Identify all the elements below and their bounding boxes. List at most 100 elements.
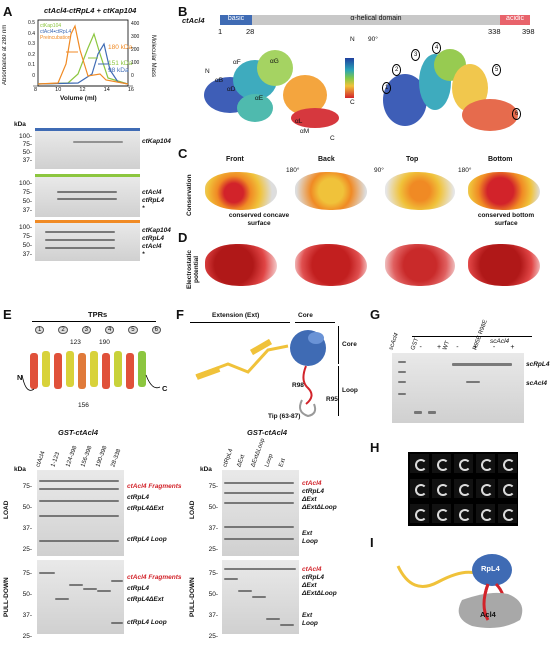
tick: 400 bbox=[131, 21, 140, 27]
rotation-label: 90° bbox=[368, 36, 378, 43]
residue-label: R98 bbox=[292, 382, 304, 389]
gel-load-left bbox=[37, 470, 124, 556]
panel-i-label: I bbox=[370, 535, 374, 550]
panel-a-title: ctAcl4-ctRpL4 + ctKap104 bbox=[44, 6, 137, 15]
ribbon-right bbox=[383, 49, 518, 131]
pulldown-label: PULL-DOWN bbox=[3, 577, 10, 618]
pm-row: - + - + - + bbox=[419, 344, 515, 351]
panel-f-label: F bbox=[176, 307, 184, 322]
gel-pulldown-right bbox=[222, 560, 299, 634]
electro-front bbox=[205, 244, 277, 286]
tick: 100 bbox=[131, 60, 140, 66]
gel-band-labels: ctKap104 ctRpL4 ctAcl4 * bbox=[142, 227, 171, 258]
gel-labels-right-bot: ctAcl4 ctRpL4 ΔExt ΔExtΔLoop Ext Loop bbox=[302, 566, 337, 627]
tick: 0.4 bbox=[28, 30, 35, 37]
gel-labels-left-top: ctAcl4 Fragments ctRpL4 ctRpL4ΔExt ctRpL… bbox=[127, 483, 182, 543]
annotation: conserved concave surface bbox=[228, 212, 290, 227]
loop-bracket: Loop bbox=[338, 366, 358, 416]
domain-helical: α-helical domain bbox=[252, 15, 500, 25]
legend-item: ctKap104 bbox=[40, 23, 62, 29]
cut-label: 156 bbox=[78, 402, 89, 409]
helix-label: αG bbox=[270, 58, 279, 65]
domain-basic: basic bbox=[220, 15, 252, 25]
sec-structure bbox=[204, 49, 518, 131]
load-label: LOAD bbox=[3, 500, 10, 520]
tick: 0.5 bbox=[28, 20, 35, 26]
y-axis-left-label: Absorbance at 280 nm bbox=[2, 24, 8, 86]
rotation-label: 180° bbox=[458, 167, 472, 174]
helix-label: C bbox=[330, 135, 335, 142]
ext-label: Extension (Ext) bbox=[212, 312, 260, 319]
tprs-label: TPRs bbox=[88, 310, 108, 319]
tick: 200 bbox=[131, 47, 140, 53]
panel-e-label: E bbox=[3, 307, 12, 322]
surface-top bbox=[385, 172, 455, 210]
gel-g bbox=[392, 353, 524, 423]
gel-markers: 75- 50- 37- 25- bbox=[22, 570, 32, 640]
gel-color-strip bbox=[35, 128, 140, 131]
tpr-cylinders bbox=[21, 351, 161, 391]
trace-complex bbox=[37, 42, 129, 85]
surface-bottom bbox=[468, 172, 540, 210]
n-term: N bbox=[17, 373, 23, 382]
legend-item: ctAcl4•ctRpL4 bbox=[40, 29, 72, 35]
gel-load-right bbox=[222, 470, 299, 556]
mw-label: 98 kDa bbox=[108, 67, 129, 74]
gel-title: GST-ctAcl4 bbox=[58, 428, 99, 437]
tick: 0.3 bbox=[28, 41, 35, 47]
x-ticks: 8 10 12 14 16 bbox=[34, 87, 134, 93]
panel-h-label: H bbox=[370, 440, 380, 455]
rotation-label: 90° bbox=[374, 167, 384, 174]
gel-markers: 75- 50- 37- 25- bbox=[208, 483, 218, 553]
tick: 12 bbox=[79, 87, 86, 93]
mw-label: 151 kDa bbox=[108, 60, 133, 67]
cut-label: 190 bbox=[99, 339, 110, 346]
row-label: Conservation bbox=[186, 174, 193, 216]
ribbon-left bbox=[204, 50, 339, 128]
pos-label: 338 bbox=[488, 27, 501, 36]
gel-markers: 100- 75- 50- 37- bbox=[18, 224, 32, 258]
gel-color-strip bbox=[35, 174, 140, 177]
x-axis-label: Volume (ml) bbox=[60, 95, 97, 102]
pulldown-label: PULL-DOWN bbox=[189, 577, 196, 618]
view-label: Bottom bbox=[488, 156, 513, 163]
rotation-label: 180° bbox=[286, 167, 300, 174]
panel-c-label: C bbox=[178, 146, 188, 161]
gel-labels-left-bot: ctAcl4 Fragments ctRpL4 ctRpL4ΔExt ctRpL… bbox=[127, 574, 182, 626]
panel-g-label: G bbox=[370, 307, 381, 322]
legend-item: Preincubation bbox=[40, 35, 71, 41]
em-class-averages bbox=[408, 452, 518, 526]
surface-front bbox=[205, 172, 277, 210]
kda-label: kDa bbox=[200, 466, 212, 473]
tick: 0 bbox=[32, 72, 35, 79]
tick: 10 bbox=[55, 87, 62, 93]
domain-prefix: ctAcl4 bbox=[182, 16, 205, 25]
scale-n: N bbox=[350, 36, 355, 43]
pos-label: 1 bbox=[218, 27, 223, 36]
helix-label: αM bbox=[300, 128, 310, 135]
electro-top bbox=[385, 244, 455, 286]
gel-color-strip bbox=[35, 220, 140, 223]
tick: 8 bbox=[34, 87, 38, 93]
residue-label: R95 bbox=[326, 396, 338, 403]
helix-label: αL bbox=[295, 118, 303, 125]
tick: 300 bbox=[131, 34, 140, 40]
tpr-number-circles: 1 2 3 4 5 6 bbox=[28, 326, 168, 334]
tick: 14 bbox=[103, 87, 110, 93]
tick: 0.2 bbox=[28, 51, 35, 58]
pos-label: 398 bbox=[522, 27, 535, 36]
panel-a-label: A bbox=[3, 4, 13, 19]
gel-complex bbox=[35, 177, 140, 217]
gel-markers: 100- 75- 50- 37- bbox=[18, 180, 32, 214]
panel-b-label: B bbox=[178, 4, 188, 19]
chromatogram-legend: ctKap104 ctAcl4•ctRpL4 Preincubation bbox=[40, 23, 71, 41]
gel-preincubation bbox=[35, 223, 140, 261]
band-label: scRpL4 bbox=[526, 361, 550, 368]
band-label: scAcl4 bbox=[526, 380, 547, 387]
sec-chromatogram bbox=[33, 19, 133, 87]
surface-back bbox=[295, 172, 367, 210]
y-ticks-left: 0.5 0.4 0.3 0.2 0.1 0 bbox=[17, 18, 35, 81]
domain-bar: basic α-helical domain acidic bbox=[220, 15, 530, 25]
color-scale bbox=[345, 58, 354, 98]
domain-acidic: acidic bbox=[500, 15, 530, 25]
